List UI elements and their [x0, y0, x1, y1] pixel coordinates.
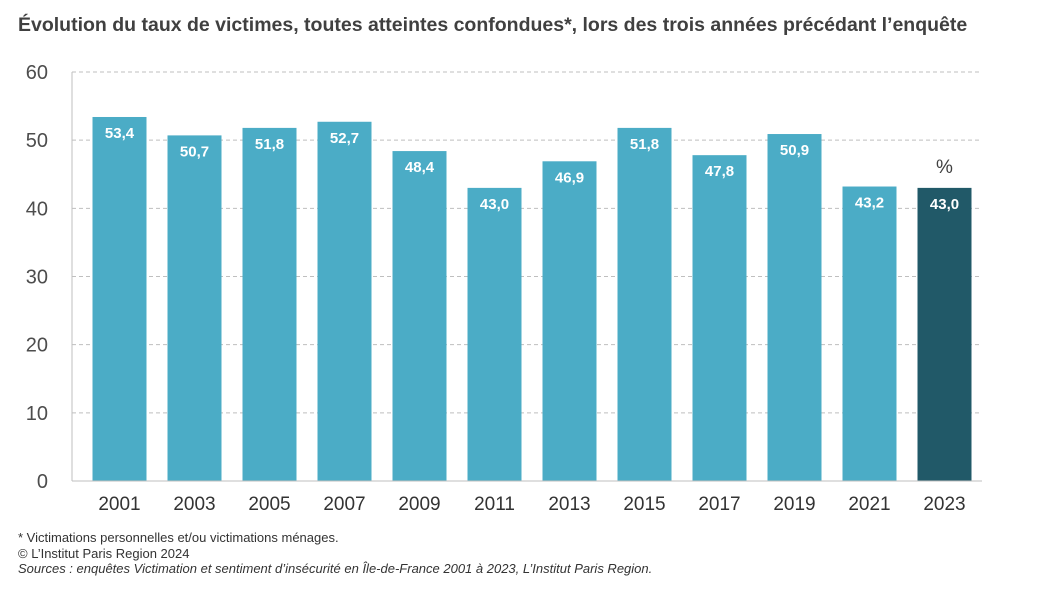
bar-2011	[467, 187, 522, 481]
y-tick-10: 10	[26, 403, 48, 425]
data-label-2013: 46,9	[555, 169, 584, 186]
y-tick-0: 0	[37, 471, 48, 493]
data-label-2017: 47,8	[705, 163, 734, 180]
bar-2021	[842, 186, 897, 481]
data-label-2021: 43,2	[855, 195, 884, 212]
footnote-note: * Victimations personnelles et/ou victim…	[18, 530, 339, 545]
y-tick-20: 20	[26, 335, 48, 357]
x-tick-2013: 2013	[548, 494, 590, 515]
x-tick-2003: 2003	[173, 494, 215, 515]
bar-2001	[92, 116, 147, 482]
x-tick-2001: 2001	[98, 494, 140, 515]
data-labels: 53,4 50,7 51,8 52,7 48,4 43,0 46,9 51,8 47,8 50,9…	[105, 125, 959, 213]
data-label-2001: 53,4	[105, 125, 135, 142]
bar-2007	[317, 121, 372, 482]
data-label-2009: 48,4	[405, 159, 435, 176]
x-tick-2019: 2019	[773, 494, 815, 515]
chart-title: Évolution du taux de victimes, toutes at…	[18, 14, 968, 36]
bar-2017	[692, 155, 747, 481]
data-label-2019: 50,9	[780, 142, 809, 159]
data-label-2005: 51,8	[255, 136, 284, 153]
y-tick-40: 40	[26, 198, 48, 220]
x-tick-2007: 2007	[323, 494, 365, 515]
bar-2015	[617, 127, 672, 481]
x-tick-2009: 2009	[398, 494, 440, 515]
grid-lines	[72, 71, 982, 414]
footnote-sources: Sources : enquêtes Victimation et sentim…	[18, 561, 653, 576]
data-label-2003: 50,7	[180, 143, 209, 160]
bars	[92, 116, 972, 482]
bar-2023	[917, 187, 972, 481]
y-axis-ticks: 0 10 20 30 40 50 60	[26, 62, 48, 493]
data-label-2015: 51,8	[630, 136, 659, 153]
bar-2019	[767, 134, 822, 481]
bar-2003	[167, 135, 222, 481]
footnotes: * Victimations personnelles et/ou victim…	[18, 530, 652, 577]
data-label-2007: 52,7	[330, 130, 359, 147]
data-label-2011: 43,0	[480, 196, 509, 213]
bar-2013	[542, 161, 597, 481]
x-tick-2005: 2005	[248, 494, 290, 515]
y-tick-60: 60	[26, 62, 48, 84]
x-tick-2011: 2011	[474, 494, 515, 515]
x-tick-2021: 2021	[848, 494, 890, 515]
x-axis-labels: 2001 2003 2005 2007 2009 2011 2013 2015 2017 2019…	[98, 494, 965, 515]
bar-2009	[392, 151, 447, 481]
unit-label: %	[936, 157, 953, 178]
y-tick-50: 50	[26, 130, 48, 152]
x-tick-2015: 2015	[623, 494, 665, 515]
footnote-copyright: © L’Institut Paris Region 2024	[18, 545, 190, 561]
x-tick-2017: 2017	[698, 494, 740, 515]
x-tick-2023: 2023	[923, 494, 965, 515]
data-label-2023: 43,0	[930, 196, 959, 213]
bar-2005	[242, 127, 297, 481]
y-tick-30: 30	[26, 267, 48, 289]
